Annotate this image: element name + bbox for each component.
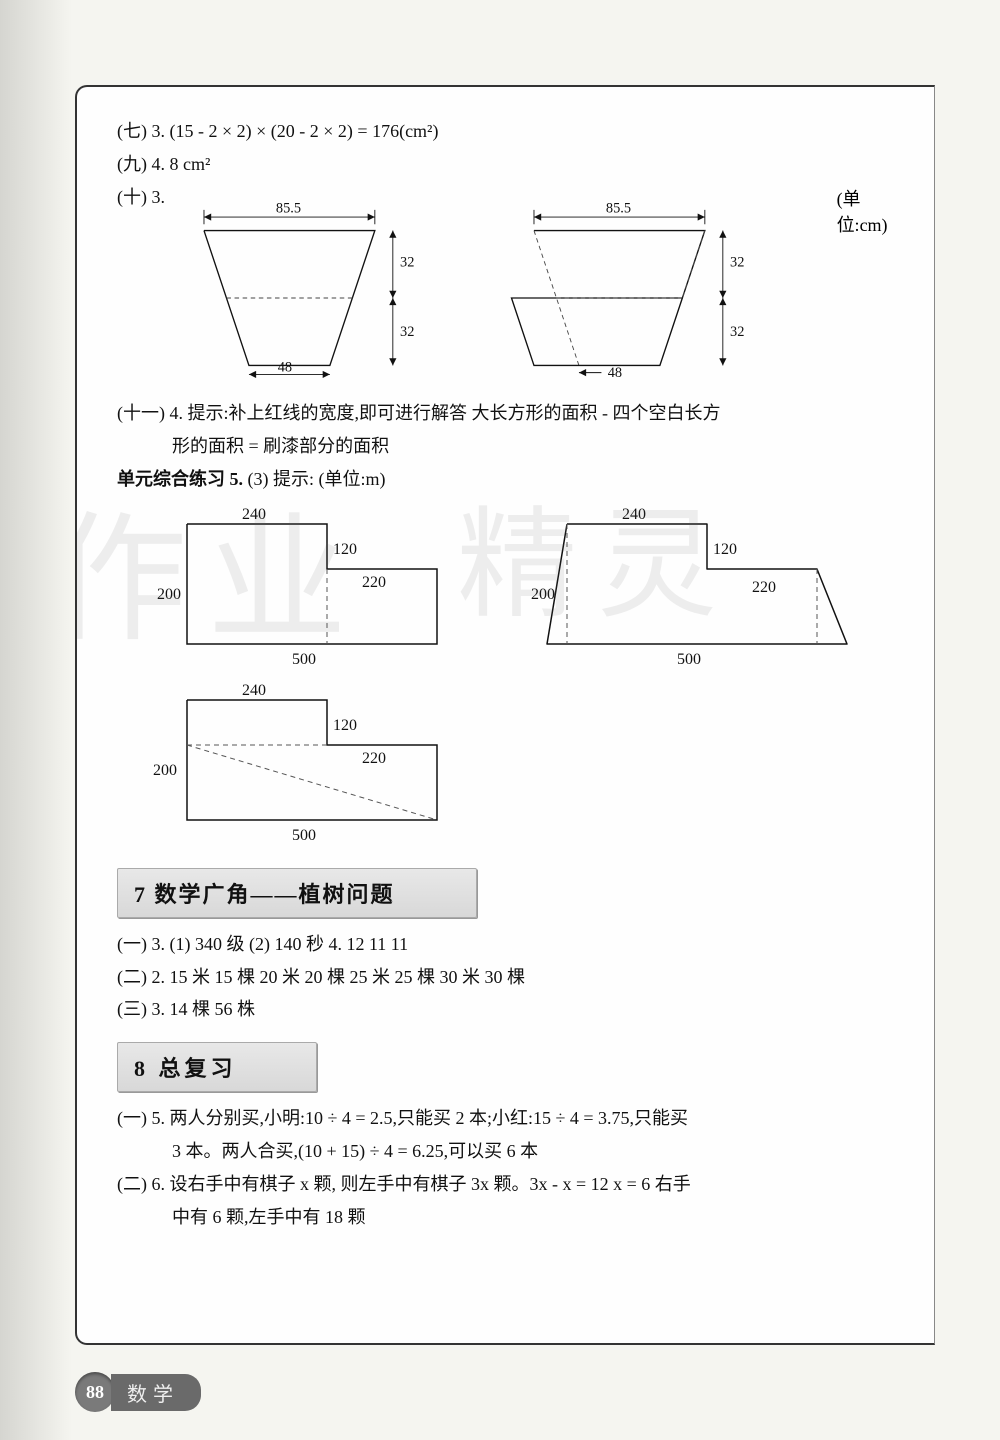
label: (二) 6. [117,1174,165,1194]
dim-240: 240 [242,506,266,523]
label: (九) 4. [117,154,165,174]
page-footer: 88 数学 [75,1372,201,1412]
dim-220: 220 [362,574,386,591]
unit-note: (单位:cm) [837,185,904,237]
dim-upper: 32 [400,255,414,271]
sec8-line-1a: (一) 5. 两人分别买,小明:10 ÷ 4 = 2.5,只能买 2 本;小红:… [117,1104,904,1133]
dim-220: 220 [752,579,776,596]
dim-220: 220 [362,750,386,767]
trapezoid-diagrams-row: 85.5 32 32 48 85.5 [177,189,904,389]
trapezoid-diagram-right: 85.5 32 32 48 [507,189,777,389]
composite-diagrams-row-1: 240 120 220 200 500 240 120 220 200 500 [147,504,904,674]
subject-tab: 数学 [111,1374,201,1411]
answer-line-9-4: (九) 4. 8 cm² [117,150,904,179]
section-8-header: 8 总复习 [117,1042,317,1092]
text: 两人分别买,小明:10 ÷ 4 = 2.5,只能买 2 本;小红:15 ÷ 4 … [170,1108,689,1128]
dim-lower: 32 [730,324,744,340]
answer-line-11-4: (十一) 4. 提示:补上红线的宽度,即可进行解答 大长方形的面积 - 四个空白… [117,399,904,428]
composite-diagrams-row-2: 240 120 220 200 500 [147,680,904,850]
dim-bottom: 48 [607,366,621,382]
sec7-line-2: (二) 2. 15 米 15 棵 20 米 20 棵 25 米 25 棵 30 … [117,963,904,992]
sec7-line-1: (一) 3. (1) 340 级 (2) 140 秒 4. 12 11 11 [117,930,904,959]
sec8-line-2a: (二) 6. 设右手中有棋子 x 颗, 则左手中有棋子 3x 颗。3x - x … [117,1170,904,1199]
sec8-line-2b: 中有 6 颗,左手中有 18 颗 [117,1203,904,1232]
dim-240: 240 [242,682,266,699]
composite-shape-a: 240 120 220 200 500 [147,504,467,674]
dim-top: 85.5 [606,201,631,217]
dim-bottom: 48 [278,360,292,376]
trapezoid-diagram-left: 85.5 32 32 48 [177,189,447,389]
composite-shape-c: 240 120 220 200 500 [147,680,467,850]
dim-240: 240 [622,506,646,523]
dim-200: 200 [157,586,181,603]
answer-line-7-3: (七) 3. (15 - 2 × 2) × (20 - 2 × 2) = 176… [117,117,904,146]
dim-500: 500 [292,827,316,844]
composite-shape-b: 240 120 220 200 500 [527,504,857,674]
label: (七) 3. [117,121,165,141]
text: 8 cm² [170,154,211,174]
text: (3) 提示: (单位:m) [248,469,386,489]
dim-120: 120 [333,541,357,558]
dim-500: 500 [292,651,316,668]
answer-line-unit-5: 单元综合练习 5. (3) 提示: (单位:m) [117,465,904,494]
text: 提示:补上红线的宽度,即可进行解答 大长方形的面积 - 四个空白长方 [188,403,721,423]
dim-120: 120 [333,717,357,734]
label: (十一) 4. [117,403,183,423]
dim-lower: 32 [400,324,414,340]
page-frame: (七) 3. (15 - 2 × 2) × (20 - 2 × 2) = 176… [75,85,935,1345]
sec7-line-3: (三) 3. 14 棵 56 株 [117,995,904,1024]
sec8-line-1b: 3 本。两人合买,(10 + 15) ÷ 4 = 6.25,可以买 6 本 [117,1137,904,1166]
text: (15 - 2 × 2) × (20 - 2 × 2) = 176(cm²) [170,121,439,141]
text: 设右手中有棋子 x 颗, 则左手中有棋子 3x 颗。3x - x = 12 x … [170,1174,691,1194]
dim-500: 500 [677,651,701,668]
section-7-header: 7 数学广角——植树问题 [117,868,477,918]
label: 单元综合练习 5. [117,469,243,489]
page-number: 88 [75,1372,115,1412]
answer-line-11-4b: 形的面积 = 刷漆部分的面积 [117,432,904,461]
page-shadow [0,0,72,1440]
dim-120: 120 [713,541,737,558]
dim-upper: 32 [730,255,744,271]
dim-top: 85.5 [276,201,301,217]
dim-200: 200 [531,586,555,603]
label: (一) 5. [117,1108,165,1128]
dim-200: 200 [153,762,177,779]
